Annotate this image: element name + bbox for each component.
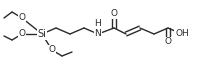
Text: O: O — [110, 10, 117, 18]
Text: OH: OH — [175, 30, 189, 38]
Text: O: O — [48, 45, 55, 54]
Text: H: H — [95, 20, 101, 28]
Text: O: O — [165, 37, 172, 47]
Text: O: O — [19, 14, 26, 23]
Text: Si: Si — [37, 29, 46, 39]
Text: O: O — [19, 30, 26, 38]
Text: N: N — [95, 30, 101, 38]
